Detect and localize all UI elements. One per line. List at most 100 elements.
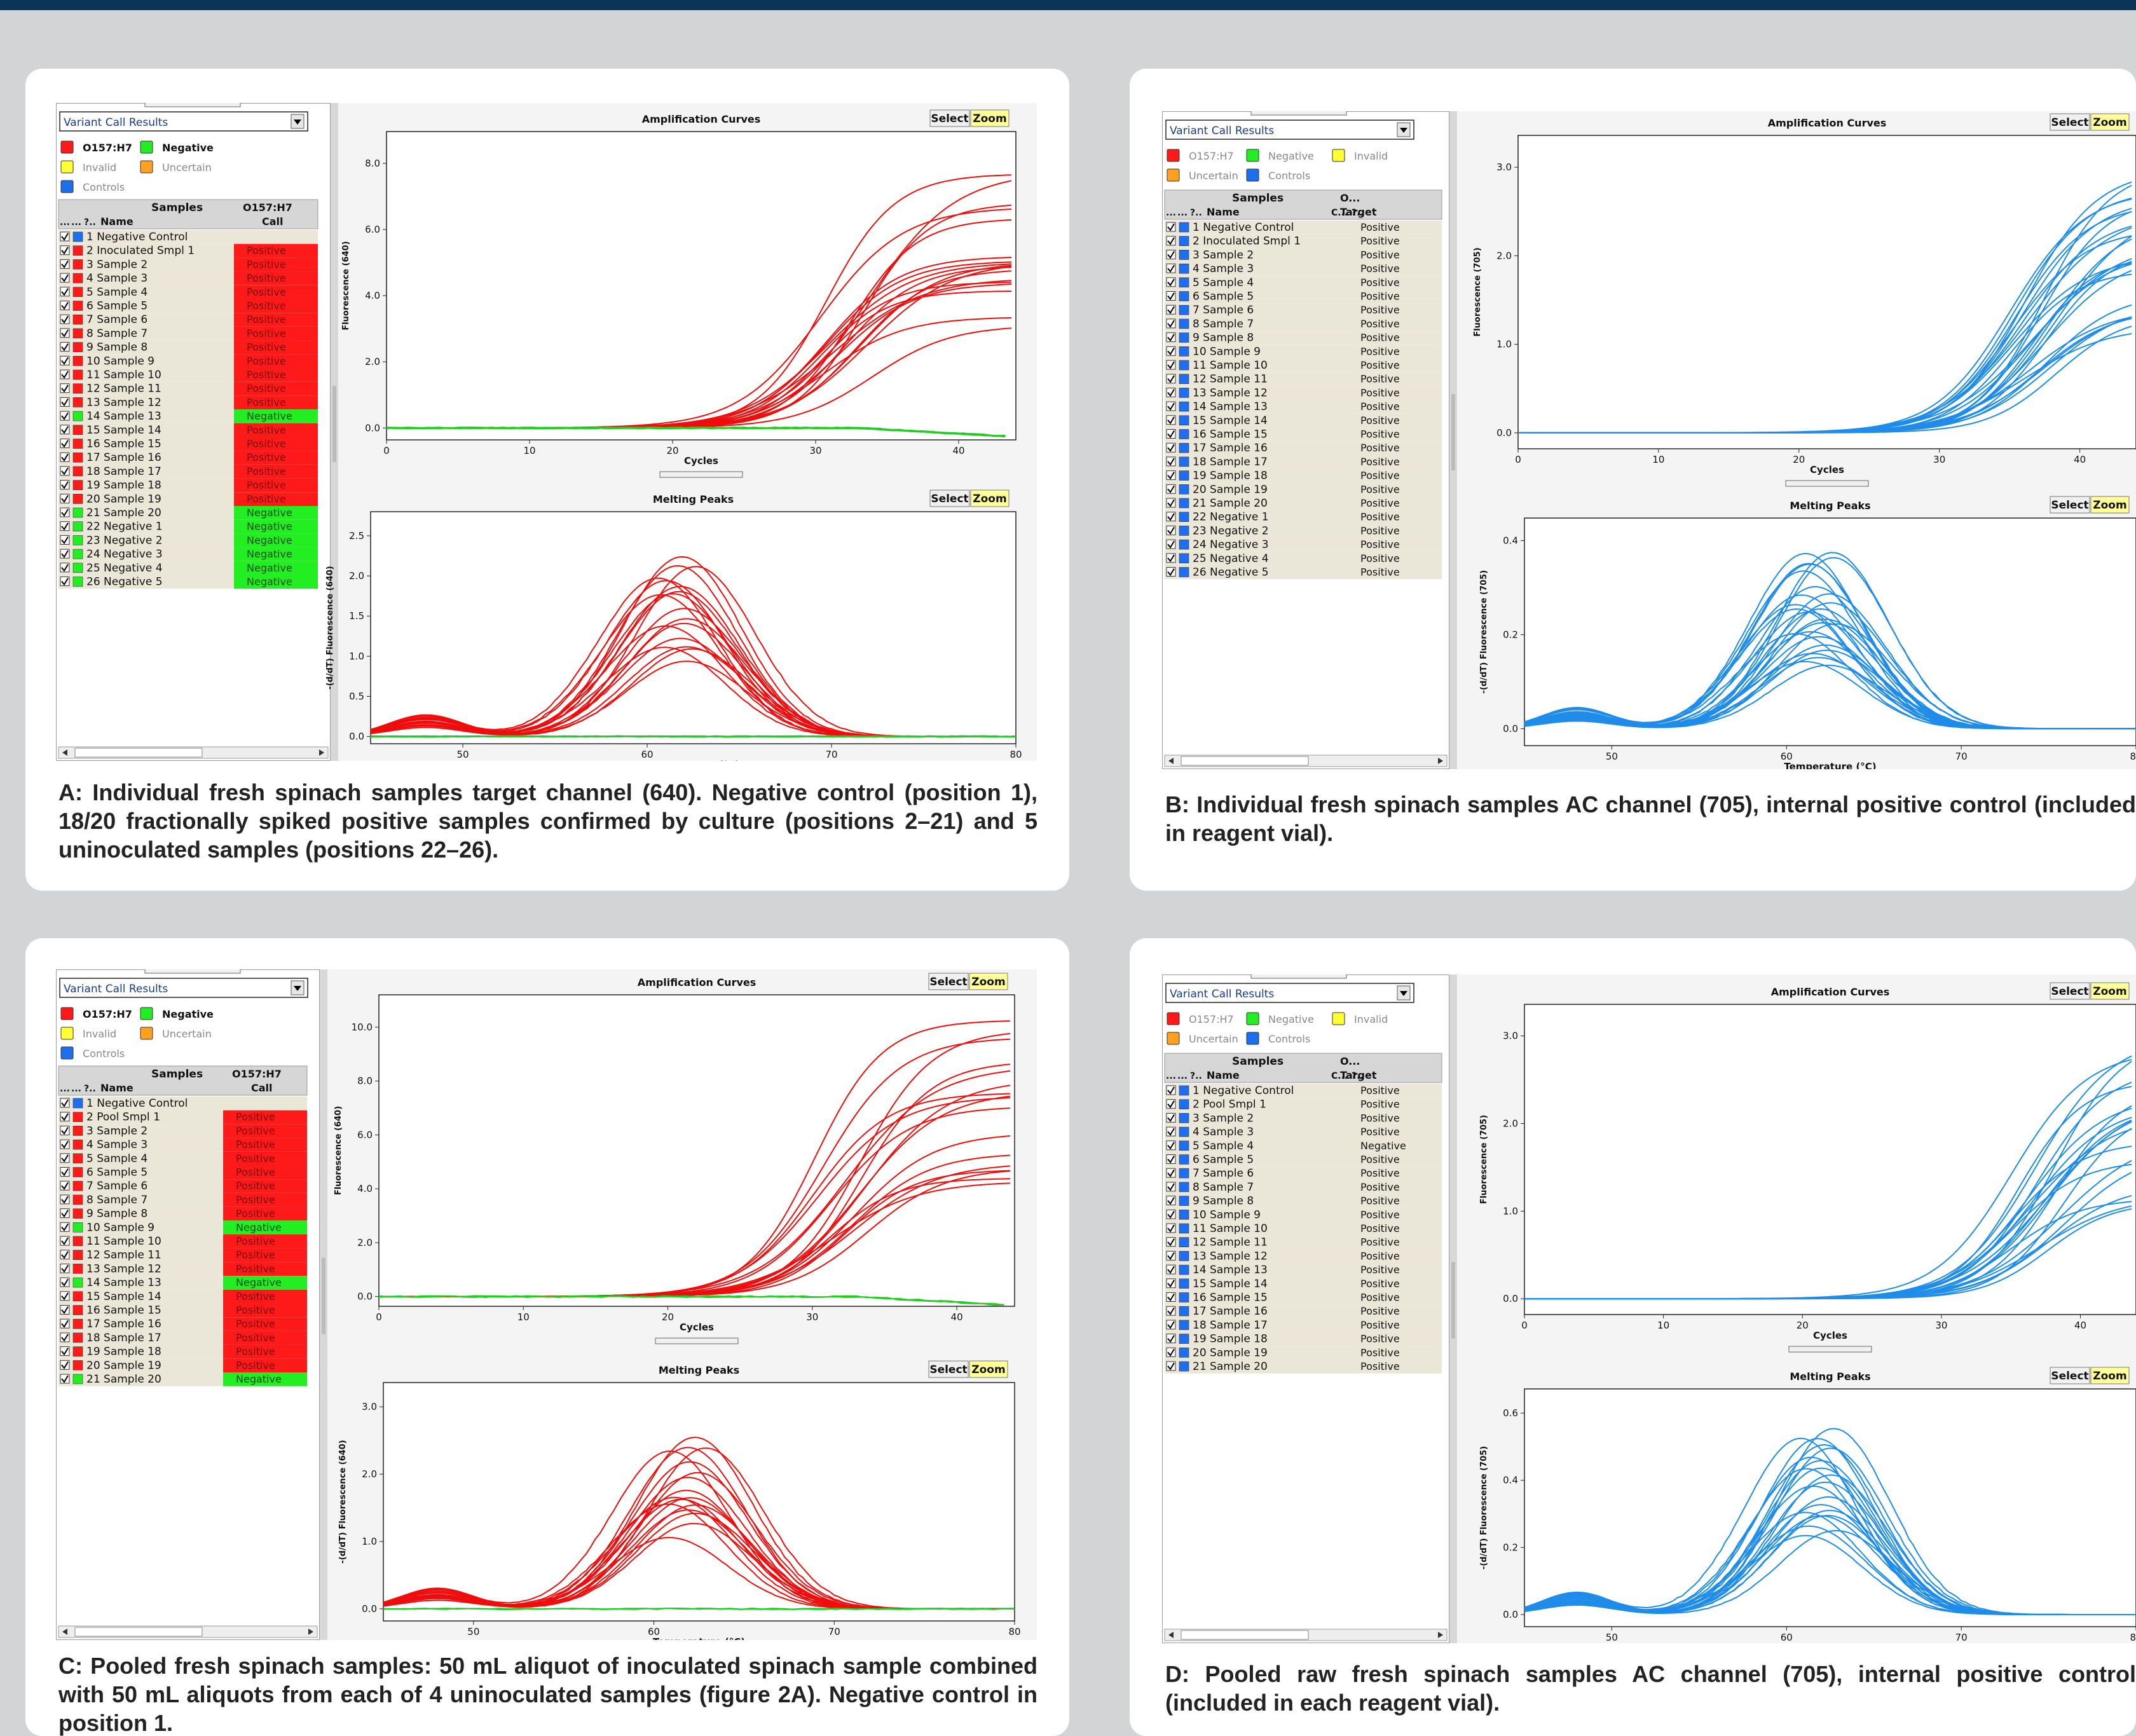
table-row[interactable] <box>1165 1111 1442 1126</box>
scroll-left-icon[interactable] <box>1168 1632 1174 1638</box>
table-row[interactable] <box>1165 1276 1442 1291</box>
table-row[interactable] <box>1165 1263 1442 1277</box>
melting-plot-area[interactable] <box>383 1382 1015 1622</box>
amplification-plot-area[interactable] <box>1524 1004 2136 1315</box>
table-row[interactable] <box>1165 1249 1442 1264</box>
scrollbar-thumb[interactable] <box>1181 1630 1309 1640</box>
scroll-right-icon[interactable] <box>319 749 324 756</box>
scroll-right-icon[interactable] <box>1438 758 1443 764</box>
table-row[interactable] <box>1165 1166 1442 1180</box>
top-splitter-grip[interactable] <box>1250 111 1347 116</box>
mid-splitter-grip[interactable] <box>1785 480 1869 487</box>
table-row[interactable] <box>1165 303 1442 317</box>
table-row[interactable] <box>1165 317 1442 331</box>
dropdown-select[interactable] <box>1165 983 1414 1003</box>
table-row[interactable] <box>1165 289 1442 304</box>
splitter-grip[interactable] <box>322 1257 325 1334</box>
table-row[interactable] <box>1165 1152 1442 1167</box>
table-row[interactable] <box>1165 359 1442 372</box>
select-button[interactable] <box>929 489 970 507</box>
mid-splitter-grip[interactable] <box>1788 1346 1872 1353</box>
table-row[interactable] <box>1165 1360 1442 1374</box>
zoom-button[interactable] <box>2090 982 2130 1000</box>
splitter-grip[interactable] <box>332 386 336 463</box>
table-row[interactable] <box>1165 275 1442 290</box>
table-row[interactable] <box>1165 413 1442 428</box>
table-row[interactable] <box>1165 1222 1442 1236</box>
scroll-left-icon[interactable] <box>1168 758 1174 764</box>
table-row[interactable] <box>1165 538 1442 552</box>
select-button[interactable] <box>2050 113 2090 131</box>
table-row[interactable] <box>1165 441 1442 455</box>
amplification-plot-area[interactable] <box>378 994 1015 1307</box>
table-row[interactable] <box>1165 1138 1442 1153</box>
melting-plot-area[interactable] <box>370 511 1017 744</box>
top-splitter-grip[interactable] <box>1250 974 1347 979</box>
select-button[interactable] <box>2050 1367 2090 1384</box>
table-row[interactable] <box>58 230 318 244</box>
dropdown-select[interactable] <box>59 978 308 998</box>
zoom-button[interactable] <box>970 109 1010 127</box>
scrollbar-thumb[interactable] <box>74 1627 203 1637</box>
splitter-grip[interactable] <box>1451 1262 1455 1339</box>
table-row[interactable] <box>1165 248 1442 263</box>
table-row[interactable] <box>1165 221 1442 235</box>
amplification-plot-area[interactable] <box>1517 135 2136 449</box>
table-row[interactable] <box>1165 386 1442 400</box>
table-row[interactable] <box>1165 1304 1442 1318</box>
select-button[interactable] <box>2050 496 2090 514</box>
table-row[interactable] <box>1165 524 1442 538</box>
select-button[interactable] <box>928 973 969 990</box>
table-row[interactable] <box>1165 510 1442 524</box>
table-row[interactable] <box>1165 262 1442 276</box>
mid-splitter-grip[interactable] <box>655 1337 739 1344</box>
table-row[interactable] <box>1165 1235 1442 1250</box>
table-row[interactable] <box>1165 1290 1442 1305</box>
zoom-button[interactable] <box>969 973 1008 990</box>
scroll-right-icon[interactable] <box>308 1629 313 1635</box>
scroll-right-icon[interactable] <box>1438 1632 1443 1638</box>
scroll-left-icon[interactable] <box>62 749 67 756</box>
table-row[interactable] <box>1165 1125 1442 1139</box>
table-row[interactable] <box>1165 1332 1442 1346</box>
table-row[interactable] <box>1165 1346 1442 1360</box>
table-row[interactable] <box>1165 234 1442 249</box>
table-row[interactable] <box>1165 345 1442 359</box>
scroll-left-icon[interactable] <box>62 1629 67 1635</box>
table-row[interactable] <box>1165 496 1442 510</box>
scrollbar-thumb[interactable] <box>74 748 203 758</box>
table-row[interactable] <box>1165 400 1442 414</box>
table-row[interactable] <box>1165 427 1442 442</box>
dropdown-select[interactable] <box>59 111 308 132</box>
table-row[interactable] <box>1165 331 1442 345</box>
zoom-button[interactable] <box>970 489 1010 507</box>
table-row[interactable] <box>1165 482 1442 496</box>
select-button[interactable] <box>2050 982 2090 1000</box>
table-row[interactable] <box>1165 1180 1442 1194</box>
table-row[interactable] <box>58 1097 307 1111</box>
table-row[interactable] <box>1165 1194 1442 1208</box>
table-row[interactable] <box>1165 455 1442 469</box>
zoom-button[interactable] <box>969 1360 1008 1378</box>
table-row[interactable] <box>1165 1097 1442 1112</box>
zoom-button[interactable] <box>2090 1367 2130 1384</box>
melting-plot-area[interactable] <box>1524 1388 2136 1627</box>
zoom-button[interactable] <box>2090 113 2130 131</box>
amplification-plot-area[interactable] <box>386 131 1017 441</box>
table-row[interactable] <box>1165 372 1442 386</box>
splitter-grip[interactable] <box>1451 394 1455 471</box>
scrollbar-thumb[interactable] <box>1181 756 1309 766</box>
select-button[interactable] <box>928 1360 969 1378</box>
table-row[interactable] <box>1165 1318 1442 1332</box>
top-splitter-grip[interactable] <box>144 103 241 107</box>
table-row[interactable] <box>1165 468 1442 483</box>
dropdown-select[interactable] <box>1165 120 1414 140</box>
table-row[interactable] <box>1165 551 1442 566</box>
table-row[interactable] <box>1165 1208 1442 1222</box>
select-button[interactable] <box>929 109 970 127</box>
mid-splitter-grip[interactable] <box>659 471 743 478</box>
zoom-button[interactable] <box>2090 496 2130 514</box>
melting-plot-area[interactable] <box>1524 517 2136 746</box>
table-row[interactable] <box>1165 1084 1442 1098</box>
table-row[interactable] <box>1165 565 1442 580</box>
